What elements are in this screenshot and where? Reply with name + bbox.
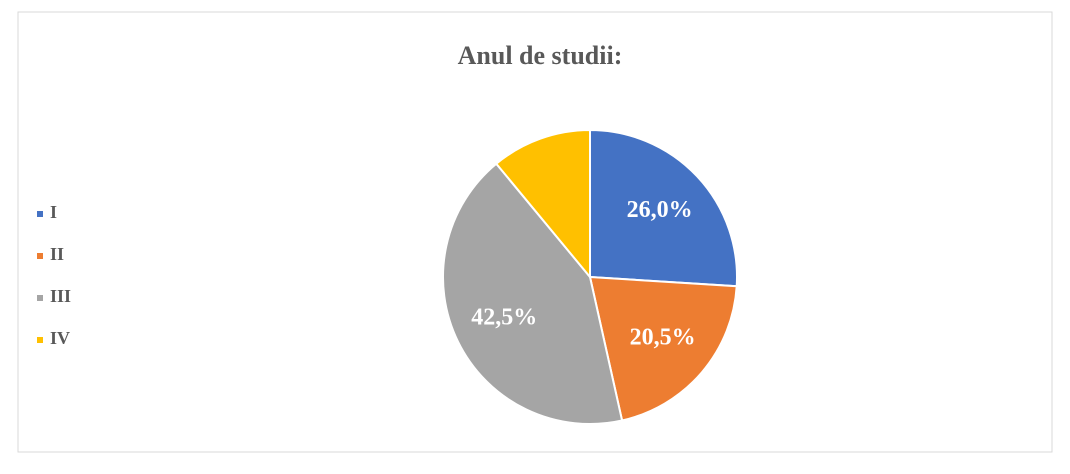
pie-slice: [494, 128, 591, 280]
legend-label: I: [50, 202, 57, 222]
legend-label: II: [50, 244, 64, 264]
legend-swatch: [37, 253, 43, 259]
legend-label: III: [50, 286, 71, 306]
chart-title: Anul de studii:: [458, 41, 623, 70]
pie-slice: [442, 162, 624, 425]
legend-label: IV: [50, 328, 70, 348]
legend-swatch: [37, 211, 43, 217]
pie-slice: [589, 128, 738, 288]
data-label: 26,0%: [627, 197, 693, 223]
legend-swatch: [37, 337, 43, 343]
pie-slice: [588, 275, 738, 422]
data-label: 20,5%: [630, 325, 696, 351]
legend-swatch: [37, 295, 43, 301]
data-label: 42,5%: [471, 305, 537, 331]
